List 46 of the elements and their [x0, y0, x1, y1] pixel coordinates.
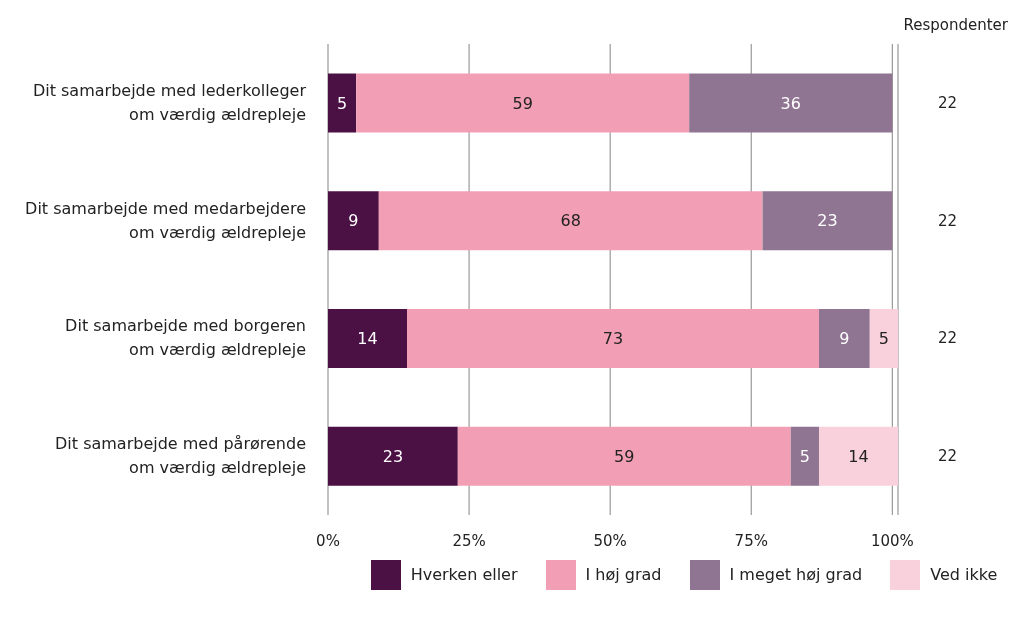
bar — [407, 308, 819, 368]
y-tick-label: Dit samarbejde med medarbejdere om værdig ældrepleje — [25, 198, 306, 242]
data-label: 73 — [602, 329, 624, 349]
bar — [689, 73, 893, 133]
data-label: 5 — [799, 446, 810, 466]
data-label: 14 — [848, 446, 869, 466]
x-tick-label: 75% — [734, 531, 768, 550]
data-label: 23 — [817, 211, 838, 231]
data-label: 5 — [878, 329, 889, 349]
data-label: 9 — [348, 211, 359, 231]
legend-label: Ved ikke — [930, 564, 998, 584]
bar — [818, 308, 870, 368]
bar — [328, 73, 357, 133]
text: 22 — [938, 328, 959, 350]
bar — [356, 73, 690, 133]
x-tick-label: 25% — [452, 531, 486, 550]
text: 22 — [938, 210, 959, 232]
bar — [457, 426, 791, 486]
bar — [762, 191, 893, 251]
bar — [818, 426, 898, 486]
data-label: 14 — [357, 329, 378, 349]
legend-label: Hverken eller — [410, 564, 518, 584]
bar — [328, 191, 379, 251]
text: 22 — [938, 446, 959, 468]
y-tick-label: Dit samarbejde med pårørende om værdig ældrepleje — [55, 433, 306, 477]
text: Respondenter — [903, 16, 1008, 34]
legend-label: I høj grad — [585, 564, 662, 584]
x-tick-label: 0% — [316, 531, 340, 550]
bar — [328, 426, 458, 486]
data-label: 59 — [614, 446, 635, 466]
bar — [869, 308, 898, 368]
x-tick-label: 50% — [593, 531, 627, 550]
y-tick-label: Dit samarbejde med borgeren om værdig ældrepleje — [65, 315, 306, 359]
data-label: 68 — [560, 211, 581, 231]
data-label: 9 — [839, 329, 850, 349]
x-tick-label: 100% — [870, 531, 914, 550]
legend-label: I meget høj grad — [729, 564, 863, 584]
data-label: 36 — [780, 93, 801, 113]
data-label: 23 — [382, 446, 404, 466]
data-label: 5 — [337, 93, 348, 113]
text: 22 — [938, 92, 959, 114]
bar — [790, 426, 819, 486]
data-label: 59 — [512, 93, 533, 113]
bar — [378, 191, 763, 251]
y-tick-label: Dit samarbejde med lederkolleger om værdig ældrepleje — [32, 80, 307, 124]
bar — [328, 308, 408, 368]
